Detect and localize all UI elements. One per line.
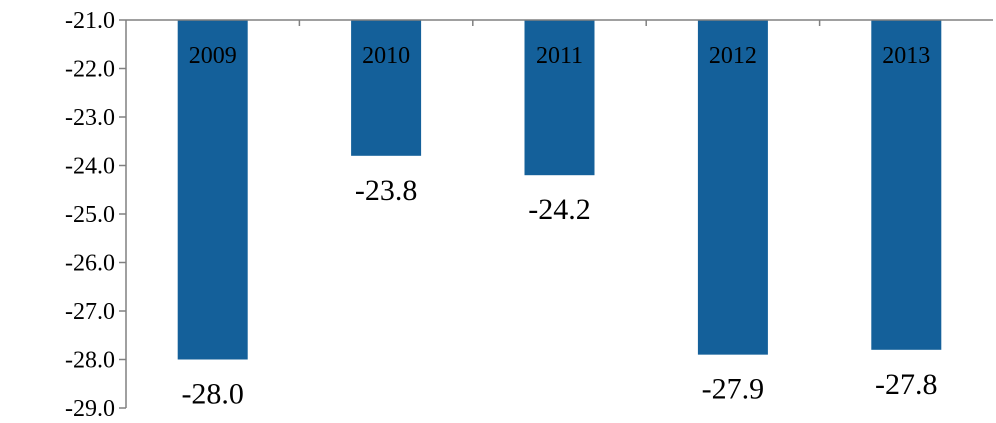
data-label-2013: -27.8 — [875, 368, 938, 401]
y-tick-label: -25.0 — [65, 202, 115, 228]
data-label-2010: -23.8 — [355, 174, 418, 207]
y-axis-ticks: -21.0 -22.0 -23.0 -24.0 -25.0 -26.0 -27.0 -28.0… — [65, 8, 821, 422]
category-label-2013: 2013 — [882, 43, 930, 69]
bars-group — [177, 20, 942, 360]
category-label-2012: 2012 — [709, 43, 757, 69]
category-label-2011: 2011 — [536, 43, 583, 69]
y-tick-label: -21.0 — [65, 8, 115, 34]
y-tick-label: -28.0 — [65, 348, 115, 374]
category-label-2009: 2009 — [189, 43, 237, 69]
bar-2013 — [871, 20, 942, 350]
bar-2009 — [177, 20, 248, 360]
data-label-2011: -24.2 — [528, 193, 591, 226]
y-tick-label: -26.0 — [65, 251, 115, 277]
y-tick-label: -29.0 — [65, 396, 115, 422]
data-label-2012: -27.9 — [702, 373, 765, 406]
bar-2011 — [524, 20, 595, 176]
bar-2010 — [351, 20, 422, 156]
y-tick-label: -22.0 — [65, 57, 115, 83]
bar-2012 — [697, 20, 768, 355]
y-tick-label: -27.0 — [65, 299, 115, 325]
category-label-2010: 2010 — [362, 43, 410, 69]
y-tick-label: -24.0 — [65, 154, 115, 180]
data-labels: -28.0 -23.8 -24.2 -27.9 -27.8 — [181, 174, 937, 411]
data-label-2009: -28.0 — [181, 378, 244, 411]
y-tick-label: -23.0 — [65, 105, 115, 131]
category-labels: 2009 2010 2011 2012 2013 — [189, 43, 931, 69]
